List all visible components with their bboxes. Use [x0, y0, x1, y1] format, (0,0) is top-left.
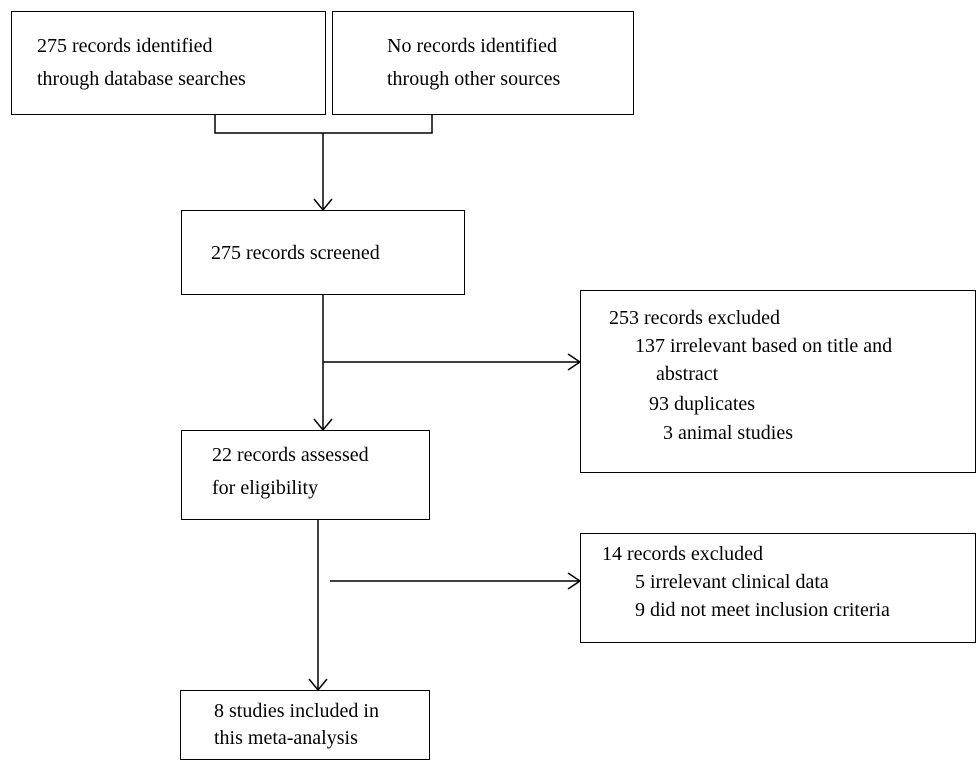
excluded-second-line-3: 9 did not meet inclusion criteria — [635, 599, 890, 621]
assessed-box: 22 records assessed for eligibility — [181, 430, 430, 520]
database-search-line-1: 275 records identified — [37, 35, 213, 57]
included-line-2: this meta-analysis — [214, 727, 358, 749]
other-sources-line-1: No records identified — [387, 35, 557, 57]
merge-connector — [214, 115, 433, 134]
included-line-1: 8 studies included in — [214, 700, 379, 722]
flow-connectors — [214, 115, 582, 692]
excluded-first-line-5: 3 animal studies — [663, 422, 793, 444]
screened-box: 275 records screened — [181, 210, 465, 295]
excluded-second-line-1: 14 records excluded — [602, 543, 764, 565]
database-search-box: 275 records identified through database … — [11, 11, 326, 115]
assessed-line-1: 22 records assessed — [212, 444, 369, 466]
excluded-first-line-1: 253 records excluded — [609, 307, 781, 329]
included-box: 8 studies included in this meta-analysis — [180, 690, 430, 760]
excluded-first-box: 253 records excluded 137 irrelevant base… — [580, 290, 976, 473]
excluded-first-line-4: 93 duplicates — [649, 393, 756, 415]
screened-line-1: 275 records screened — [211, 242, 380, 264]
excluded-second-line-2: 5 irrelevant clinical data — [635, 571, 829, 593]
database-search-line-2: through database searches — [37, 68, 246, 90]
excluded-first-line-2: 137 irrelevant based on title and — [635, 335, 893, 357]
assessed-line-2: for eligibility — [212, 477, 319, 499]
excluded-second-box: 14 records excluded 5 irrelevant clinica… — [580, 533, 976, 643]
other-sources-box: No records identified through other sour… — [332, 11, 634, 115]
other-sources-line-2: through other sources — [387, 68, 561, 90]
excluded-first-line-3: abstract — [656, 363, 719, 385]
